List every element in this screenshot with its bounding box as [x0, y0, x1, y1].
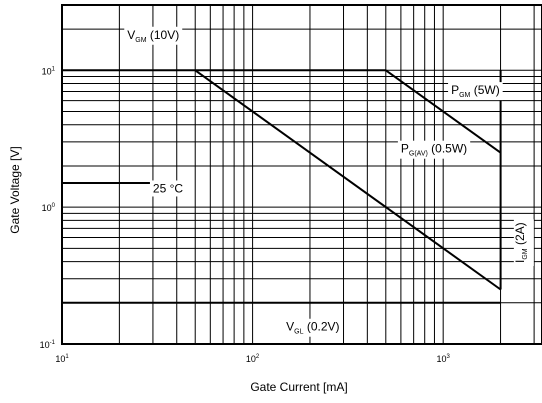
x-axis-title: Gate Current [mA]: [250, 380, 347, 394]
annotation-label: IGM (2A): [513, 222, 529, 263]
series-line-0: [385, 69, 502, 154]
annotation-background: [513, 219, 534, 266]
annotation-background: [448, 82, 503, 101]
plot-frame: [61, 4, 542, 345]
y-axis-title: Gate Voltage [V]: [8, 146, 22, 233]
y-tick-label: 100: [42, 203, 56, 213]
annotation-background: [283, 318, 343, 337]
annotation-background: [149, 180, 187, 197]
annotation-label: VGL (0.2V): [286, 320, 339, 336]
annotation-label: PGM (5W): [451, 83, 500, 99]
series-line-1: [194, 69, 502, 291]
annotation-label: VGM (10V): [127, 28, 179, 44]
annotation-background: [397, 140, 471, 159]
plot-border: [61, 4, 542, 345]
annotation-background: [124, 26, 183, 45]
annotation-label: 25 °C: [153, 181, 183, 195]
annotation-label: PG(AV) (0.5W): [401, 142, 467, 158]
y-tick-label: 10-1: [40, 340, 56, 350]
tick-labels: 101 102 103 10-1 100 101: [40, 66, 451, 364]
series-lines: [62, 69, 502, 304]
y-tick-label: 101: [42, 66, 56, 76]
x-tick-label: 103: [436, 354, 450, 364]
x-tick-label: 102: [246, 354, 260, 364]
x-tick-label: 101: [55, 354, 69, 364]
annotations: VGM (10V) PGM (5W) PG(AV) (0.5W) 25 °C VGL (…: [124, 26, 534, 337]
